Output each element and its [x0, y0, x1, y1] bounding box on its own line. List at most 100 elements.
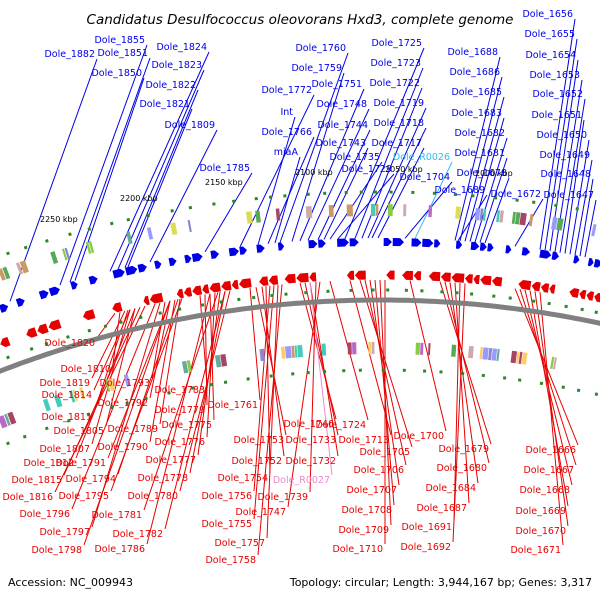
gene-connector [71, 303, 156, 510]
cog-feature [259, 348, 266, 362]
track-dot [167, 391, 171, 395]
gene-connector [307, 108, 370, 241]
gene-connector [83, 300, 171, 546]
gene-connector [349, 280, 392, 436]
gene-connector [127, 108, 193, 268]
forward-gene [505, 245, 512, 254]
track-dot [268, 195, 273, 199]
cog-feature [285, 345, 292, 359]
track-dot [494, 196, 498, 200]
gene-label: Dole_1793 [99, 378, 150, 389]
cog-feature [61, 248, 68, 261]
gene-label: Dole_1753 [233, 435, 284, 446]
cog-feature [499, 210, 504, 223]
gene-connector [539, 18, 576, 250]
gene-label: Dole_1653 [529, 70, 580, 81]
reverse-gene [143, 295, 150, 306]
cog-feature [19, 260, 29, 274]
gene-label: Dole_1785 [199, 163, 250, 174]
track-dot [67, 418, 71, 423]
reverse-gene [549, 284, 556, 294]
forward-gene [239, 246, 248, 255]
cog-feature [591, 224, 597, 237]
gene-label: Dole_1688 [447, 47, 498, 58]
forward-gene [168, 257, 177, 267]
gene-label: Dole_1790 [97, 442, 148, 453]
gene-label: Dole_R0026 [393, 152, 450, 163]
cog-feature [510, 350, 518, 364]
track-dot [283, 194, 287, 198]
track-dot [23, 245, 28, 250]
cog-feature [346, 204, 354, 217]
reverse-gene [346, 270, 355, 280]
track-dot [580, 307, 584, 312]
track-dot [44, 426, 49, 431]
gene-label: Dole_1689 [434, 185, 485, 196]
gene-label: Dole_1729 [341, 164, 392, 175]
track-dot [323, 369, 327, 374]
gene-label: Dole_1822 [145, 80, 196, 91]
reverse-gene [48, 319, 62, 331]
gene-label: Dole_1758 [205, 555, 256, 566]
track-dot [209, 382, 214, 387]
forward-gene [318, 239, 326, 248]
track-dot [158, 311, 162, 315]
gene-connector [569, 139, 590, 255]
gene-label: Dole_1691 [401, 522, 452, 533]
cog-feature [0, 415, 8, 429]
track-dot [270, 293, 274, 298]
gene-label: Dole_1687 [416, 503, 467, 514]
cog-feature [556, 217, 564, 231]
gene-connector [54, 305, 146, 493]
gene-label: Dole_1882 [44, 49, 95, 60]
track-dot [432, 191, 436, 195]
gene-label: Dole_1816 [2, 492, 53, 503]
track-dot [420, 289, 424, 293]
cog-feature [352, 342, 357, 355]
gene-connector [149, 129, 218, 263]
gene-connector [354, 67, 424, 239]
reverse-gene [37, 323, 49, 335]
track-dot [6, 441, 10, 446]
cog-feature [514, 212, 521, 225]
track-dot [402, 368, 406, 372]
forward-gene [154, 260, 162, 270]
gene-connector [124, 89, 199, 268]
gene-connector [267, 136, 315, 244]
track-dot [404, 288, 408, 292]
gene-label: Dole_1755 [201, 519, 252, 530]
gene-connector [151, 301, 166, 379]
gene-label: Dole_1680 [436, 463, 487, 474]
cog-feature [427, 343, 431, 356]
gene-label: Dole_1744 [317, 120, 368, 131]
track-dot [342, 369, 346, 373]
gene-label: Dole_1823 [151, 60, 202, 71]
cog-feature [146, 227, 154, 240]
forward-gene [587, 257, 594, 267]
cog-feature [123, 374, 131, 387]
gene-label: Dole_1807 [39, 444, 90, 455]
gene-connector [444, 281, 490, 464]
gene-label: Dole_1775 [161, 420, 212, 431]
gene-connector [559, 98, 586, 253]
gene-label: Dole_1681 [454, 148, 505, 159]
gene-label: Dole_1783 [154, 385, 205, 396]
track-dot [6, 355, 10, 360]
gene-connector [574, 159, 593, 256]
cog-feature [551, 217, 558, 230]
cog-feature [107, 378, 116, 392]
track-dot [515, 198, 519, 202]
cog-feature [474, 208, 481, 221]
track-dot [44, 239, 49, 243]
track-dot [373, 190, 377, 194]
gene-label: Dole_1776 [154, 437, 205, 448]
track-dot [564, 304, 568, 309]
track-dot [469, 292, 474, 296]
gene-label: Dole_1713 [338, 435, 389, 446]
cog-feature [220, 353, 228, 367]
track-dot [461, 371, 465, 376]
track-dot [359, 190, 363, 194]
track-dot [269, 374, 273, 378]
track-dot [594, 392, 599, 396]
reverse-gene [284, 273, 296, 284]
